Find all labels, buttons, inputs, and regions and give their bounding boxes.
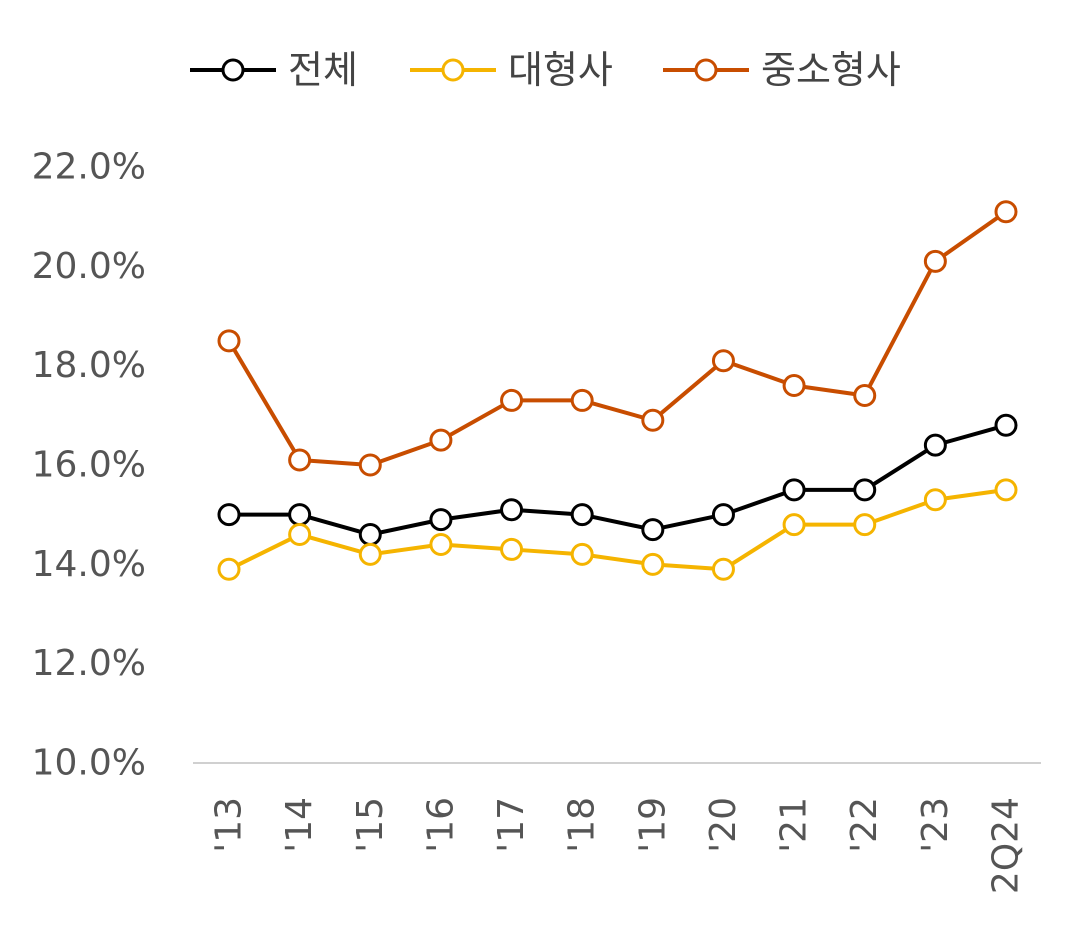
y-tick-label: 14.0% [32, 544, 146, 585]
series-line [229, 423, 1007, 537]
data-point [923, 488, 947, 512]
x-tick-label: '14 [279, 797, 320, 853]
legend-label: 대형사 [508, 48, 613, 92]
legend-item: 대형사 [410, 48, 613, 92]
data-point [570, 388, 594, 412]
x-tick-label: '19 [632, 797, 673, 853]
data-point [923, 433, 947, 457]
data-point [217, 557, 241, 581]
x-tick-label: '13 [209, 797, 250, 853]
x-tick-label: '21 [774, 797, 815, 853]
x-tick-label: '22 [844, 797, 885, 853]
y-axis: 10.0% 12.0% 14.0% 16.0% 18.0% 20.0% 22.0% [32, 147, 146, 784]
data-point [994, 413, 1018, 437]
legend-marker [694, 58, 718, 82]
data-point [641, 552, 665, 576]
data-point [853, 478, 877, 502]
data-point [288, 503, 312, 527]
y-tick-label: 12.0% [32, 643, 146, 684]
data-point [782, 478, 806, 502]
legend: 전체 대형사 중소형사 [190, 48, 901, 92]
data-point [711, 557, 735, 581]
data-point [358, 542, 382, 566]
data-point [217, 329, 241, 353]
y-tick-label: 10.0% [32, 743, 146, 784]
series-2 [217, 200, 1018, 477]
y-tick-label: 16.0% [32, 445, 146, 486]
legend-label: 중소형사 [761, 48, 901, 92]
x-tick-label: '18 [562, 797, 603, 853]
data-point [217, 503, 241, 527]
x-tick-label: 2Q24 [986, 797, 1027, 894]
data-point [570, 503, 594, 527]
series-0 [217, 413, 1018, 547]
data-point [500, 498, 524, 522]
data-point [994, 478, 1018, 502]
data-point [500, 388, 524, 412]
data-point [923, 249, 947, 273]
x-tick-label: '23 [915, 797, 956, 853]
series-line [228, 487, 1007, 572]
data-point [853, 383, 877, 407]
series-1 [217, 478, 1018, 581]
data-point [429, 428, 453, 452]
legend-item: 전체 [190, 48, 358, 92]
data-point [641, 518, 665, 542]
plot-area [217, 200, 1018, 581]
y-tick-label: 22.0% [32, 147, 146, 188]
data-point [994, 200, 1018, 224]
x-axis: '13 '14 '15 '16 '17 '18 '19 '20 '21 '22 '23 2Q24 [209, 797, 1027, 894]
data-point [711, 503, 735, 527]
data-point [853, 513, 877, 537]
data-point [782, 513, 806, 537]
data-point [288, 523, 312, 547]
data-point [429, 532, 453, 556]
data-point [358, 523, 382, 547]
data-point [358, 453, 382, 477]
legend-item: 중소형사 [663, 48, 901, 92]
series-line [227, 210, 1008, 467]
x-tick-label: '15 [350, 797, 391, 853]
data-point [641, 408, 665, 432]
data-point [570, 542, 594, 566]
data-point [711, 349, 735, 373]
legend-marker [441, 58, 465, 82]
y-tick-label: 20.0% [32, 246, 146, 287]
x-tick-label: '16 [420, 797, 461, 853]
x-tick-label: '17 [491, 797, 532, 853]
x-tick-label: '20 [703, 797, 744, 853]
data-point [288, 448, 312, 472]
legend-label: 전체 [288, 48, 358, 92]
data-point [500, 537, 524, 561]
data-point [429, 508, 453, 532]
legend-marker [221, 58, 245, 82]
data-point [782, 374, 806, 398]
y-tick-label: 18.0% [32, 345, 146, 386]
